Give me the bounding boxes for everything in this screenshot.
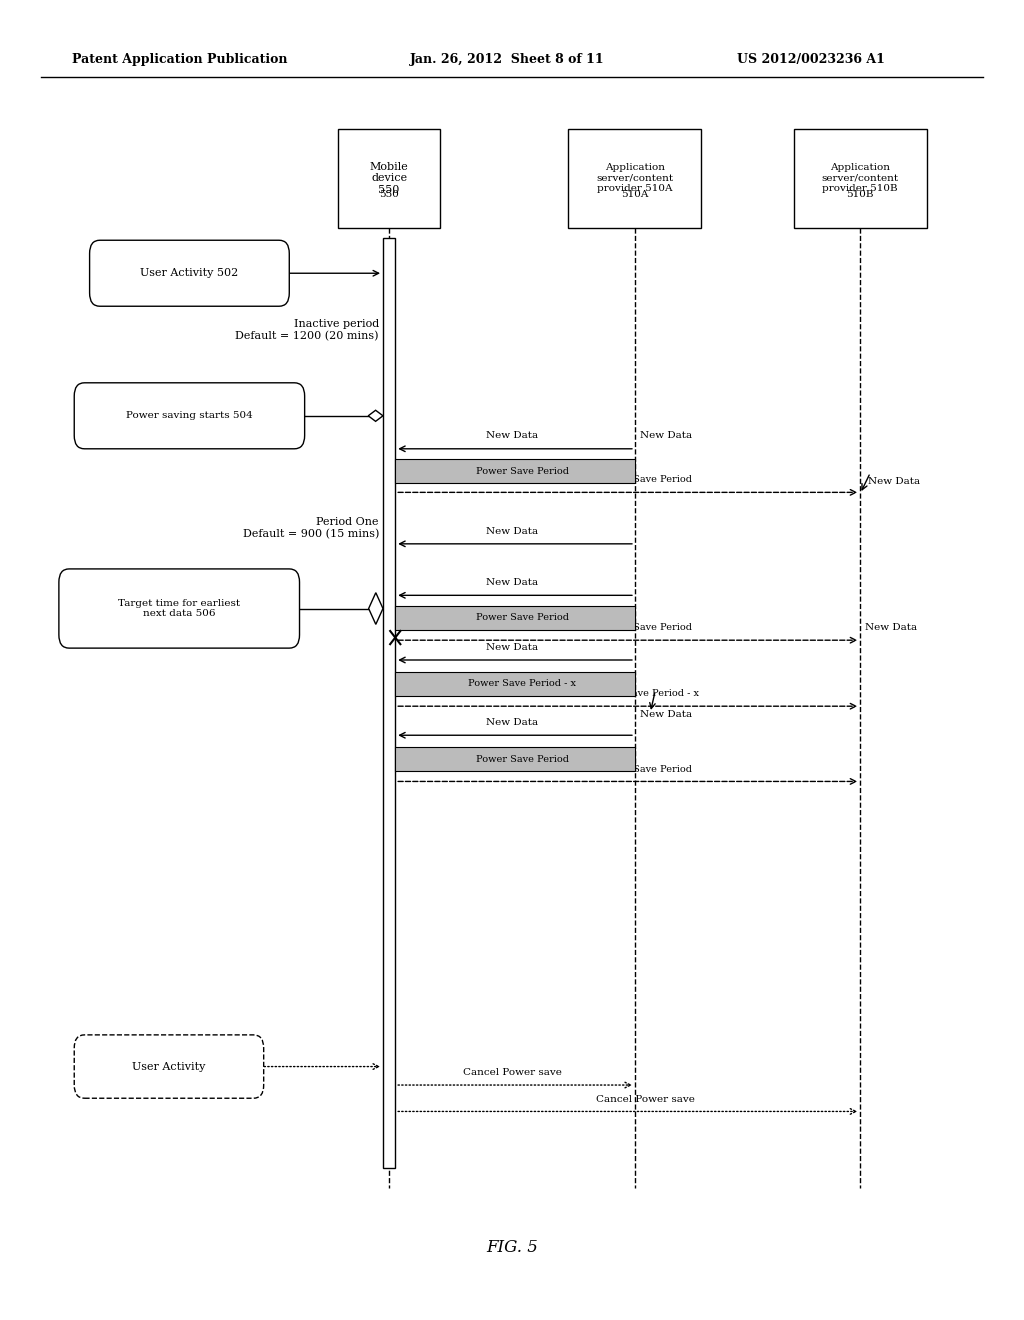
Text: New Data: New Data — [486, 718, 538, 727]
Text: US 2012/0023236 A1: US 2012/0023236 A1 — [737, 53, 885, 66]
Text: User Activity 502: User Activity 502 — [140, 268, 239, 279]
FancyBboxPatch shape — [90, 240, 289, 306]
Text: Power Save Period: Power Save Period — [476, 467, 568, 475]
Text: Power Save Period: Power Save Period — [599, 475, 691, 484]
FancyBboxPatch shape — [395, 606, 635, 630]
Polygon shape — [369, 593, 383, 624]
Text: Application
server/content
provider 510A: Application server/content provider 510A — [596, 164, 674, 193]
FancyBboxPatch shape — [395, 747, 635, 771]
Text: Power Save Period: Power Save Period — [476, 755, 568, 763]
FancyBboxPatch shape — [75, 1035, 264, 1098]
Text: Patent Application Publication: Patent Application Publication — [72, 53, 287, 66]
Text: Power Save Period: Power Save Period — [476, 614, 568, 622]
Text: Cancel Power save: Cancel Power save — [596, 1094, 694, 1104]
Text: 502: 502 — [233, 268, 254, 279]
Text: Power Save Period - x: Power Save Period - x — [468, 680, 577, 688]
Text: New Data: New Data — [486, 430, 538, 440]
FancyBboxPatch shape — [395, 459, 635, 483]
FancyBboxPatch shape — [395, 672, 635, 696]
Text: Power saving starts 504: Power saving starts 504 — [126, 412, 253, 420]
Text: Target time for earliest
next data 506: Target time for earliest next data 506 — [118, 599, 241, 618]
FancyBboxPatch shape — [568, 129, 701, 227]
FancyBboxPatch shape — [383, 238, 395, 1168]
FancyBboxPatch shape — [338, 129, 440, 227]
Text: New Data: New Data — [640, 710, 692, 719]
Text: New Data: New Data — [640, 430, 692, 440]
Text: 510A: 510A — [622, 190, 648, 198]
Text: Mobile
device
550: Mobile device 550 — [370, 161, 409, 195]
Text: New Data: New Data — [865, 623, 918, 632]
Text: New Data: New Data — [486, 643, 538, 652]
Text: New Data: New Data — [486, 527, 538, 536]
Text: Jan. 26, 2012  Sheet 8 of 11: Jan. 26, 2012 Sheet 8 of 11 — [410, 53, 604, 66]
FancyBboxPatch shape — [58, 569, 299, 648]
Text: Cancel Power save: Cancel Power save — [463, 1068, 561, 1077]
Text: New Data: New Data — [868, 477, 921, 486]
Text: Application
server/content
provider 510B: Application server/content provider 510B — [821, 164, 899, 193]
Polygon shape — [369, 411, 383, 421]
Text: New Data: New Data — [486, 578, 538, 587]
Text: FIG. 5: FIG. 5 — [486, 1239, 538, 1255]
Text: User Activity: User Activity — [132, 1061, 206, 1072]
FancyBboxPatch shape — [75, 383, 305, 449]
Text: 550: 550 — [379, 190, 399, 198]
Text: Power Save Period - x: Power Save Period - x — [591, 689, 699, 698]
Text: Power Save Period: Power Save Period — [599, 764, 691, 774]
Text: 510B: 510B — [847, 190, 873, 198]
Text: Power Save Period: Power Save Period — [599, 623, 691, 632]
Text: Period One
Default = 900 (15 mins): Period One Default = 900 (15 mins) — [243, 517, 379, 539]
FancyBboxPatch shape — [794, 129, 927, 227]
Text: Inactive period
Default = 1200 (20 mins): Inactive period Default = 1200 (20 mins) — [236, 319, 379, 341]
